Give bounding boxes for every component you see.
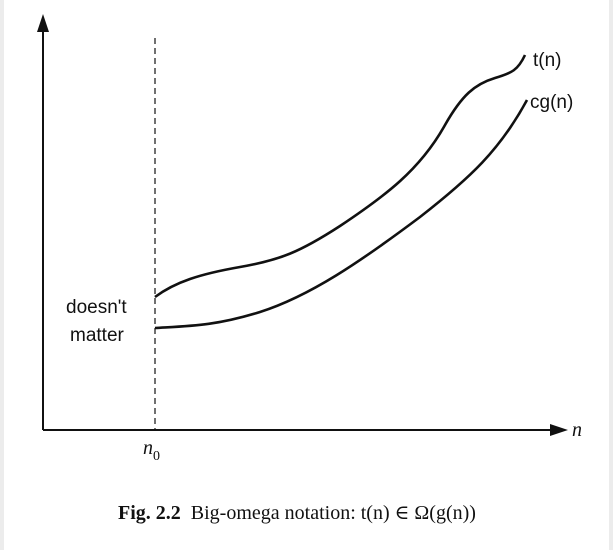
x-arrow: [550, 424, 568, 436]
threshold-subscript: 0: [153, 449, 160, 464]
curve-label: t(n): [533, 50, 562, 71]
caption-text: Big-omega notation: t(n) ∈ Ω(g(n)): [191, 502, 476, 524]
region-label: matter: [70, 325, 125, 346]
panel: [4, 0, 609, 550]
curve-label: cg(n): [530, 92, 573, 113]
y-arrow: [37, 14, 49, 32]
region-label: doesn't: [66, 297, 127, 318]
caption: Fig. 2.2 Big-omega notation: t(n) ∈ Ω(g(n…: [118, 502, 476, 524]
threshold-symbol: n: [143, 437, 153, 459]
x-axis-label: n: [572, 419, 582, 441]
caption-number: Fig. 2.2: [118, 502, 181, 524]
upper-curve: [154, 54, 527, 299]
threshold-label: n0: [143, 437, 160, 464]
lower-curve: [154, 99, 529, 330]
